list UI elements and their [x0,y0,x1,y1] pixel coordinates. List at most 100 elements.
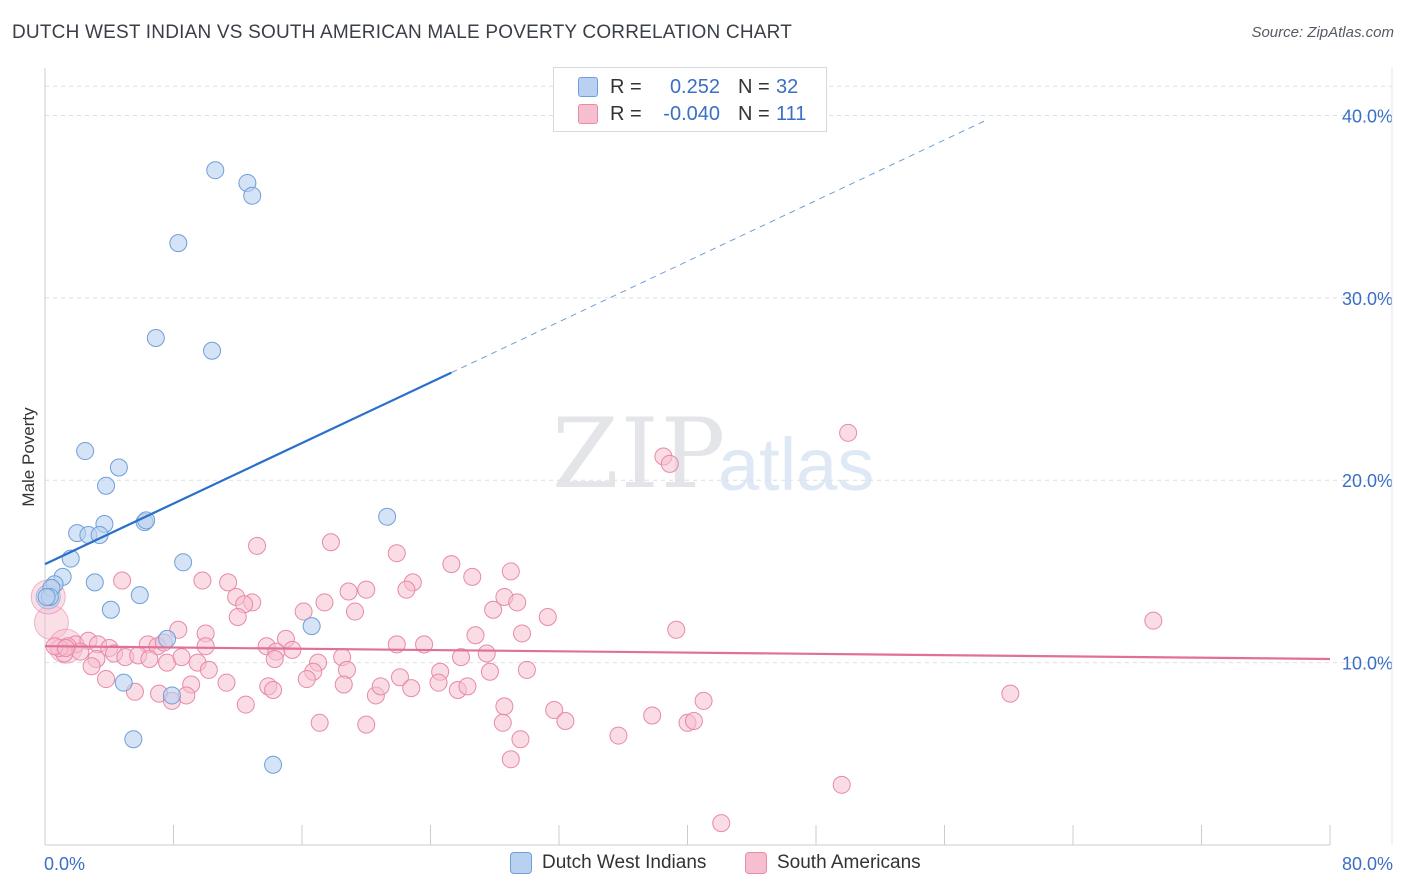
data-point-south-american [466,626,485,645]
data-point-south-american [442,555,461,574]
data-point-south-american [310,713,329,732]
data-point-south-american [56,639,75,658]
data-point-south-american [839,423,858,442]
data-point-dutch-west-indian [124,730,143,749]
data-point-south-american [545,701,564,720]
y-tick-label: 10.0% [1342,654,1393,674]
trendline-dutch-west-indians [44,371,452,566]
legend-label: South Americans [777,852,921,873]
legend-row-dutch-west-indians: R = 0.252 N = 32 [578,74,798,100]
legend-n-value: 111 [776,102,807,125]
data-point-south-american [477,644,496,663]
data-point-south-american [493,713,512,732]
data-point-dutch-west-indian [302,617,321,636]
data-point-south-american [513,624,532,643]
data-point-south-american [402,679,421,698]
data-point-south-american [346,602,365,621]
data-point-south-american [82,657,101,676]
legend-r-value: -0.040 [663,102,720,125]
data-point-dutch-west-indian [97,476,116,495]
trendline-dutch-west-indians-extension [451,120,985,374]
data-point-south-american [660,454,679,473]
data-point-south-american [517,660,536,679]
data-point-dutch-west-indian [158,629,177,648]
data-point-south-american [315,593,334,612]
legend-label: Dutch West Indians [542,852,707,873]
data-point-south-american [371,677,390,696]
data-point-dutch-west-indian [264,755,283,774]
y-tick-label: 20.0% [1342,471,1393,491]
data-point-south-american [248,536,267,555]
legend-r-label: R = [610,102,642,125]
data-point-south-american [337,660,356,679]
data-point-dutch-west-indian [130,586,149,605]
data-point-south-american [495,697,514,716]
legend-n-label: N = [738,102,770,125]
data-point-south-american [501,562,520,581]
data-point-south-american [643,706,662,725]
data-point-south-american [508,593,527,612]
data-point-south-american [452,648,471,667]
data-point-south-american [236,695,255,714]
data-point-south-american [172,648,191,667]
legend-n-label: N = [738,75,770,98]
legend-item-dutch-west-indians: Dutch West Indians [510,852,706,874]
data-point-dutch-west-indian [378,507,397,526]
data-point-south-american [538,608,557,627]
data-point-dutch-west-indian [109,458,128,477]
data-point-south-american [684,711,703,730]
data-point-south-american [196,637,215,656]
correlation-legend: R = 0.252 N = 32 R = -0.040 N = 111 [553,67,827,132]
data-point-south-american [387,544,406,563]
y-tick-label: 40.0% [1342,106,1393,126]
y-axis-title: Male Poverty [19,407,38,507]
data-point-south-american [832,775,851,794]
legend-swatch-blue [510,852,532,874]
x-tick-label: 0.0% [44,854,85,874]
chart-title: DUTCH WEST INDIAN VS SOUTH AMERICAN MALE… [12,22,793,43]
data-point-south-american [609,726,628,745]
data-point-south-american [415,635,434,654]
data-point-south-american [458,677,477,696]
data-point-south-american [397,580,416,599]
data-point-dutch-west-indian [146,328,165,347]
data-point-south-american [694,691,713,710]
legend-row-south-americans: R = -0.040 N = 111 [578,101,806,127]
data-point-dutch-west-indian [114,673,133,692]
data-point-south-american [199,660,218,679]
data-point-south-american [1001,684,1020,703]
data-point-south-american [501,750,520,769]
data-point-dutch-west-indian [162,686,181,705]
legend-swatch-pink [578,104,598,124]
data-point-dutch-west-indian [76,442,95,461]
data-point-south-american [463,567,482,586]
legend-r-label: R = [610,75,642,98]
data-point-south-american [217,673,236,692]
data-point-south-american [228,608,247,627]
legend-n-value: 32 [776,75,799,98]
data-point-dutch-west-indian [203,341,222,360]
legend-item-south-americans: South Americans [745,852,921,874]
data-point-south-american [334,675,353,694]
data-point-south-american [390,668,409,687]
data-point-dutch-west-indian [101,600,120,619]
data-point-south-american [283,640,302,659]
data-point-south-american [1144,611,1163,630]
data-point-south-american [480,662,499,681]
legend-swatch-pink [745,852,767,874]
x-tick-label: 80.0% [1342,854,1393,874]
data-point-south-american [712,814,731,833]
data-point-south-american [265,649,284,668]
legend-r-value: 0.252 [669,75,720,98]
y-tick-label: 30.0% [1342,289,1393,309]
data-point-south-american [97,670,116,689]
data-point-dutch-west-indian [243,186,262,205]
data-point-south-american [294,602,313,621]
data-point-south-american [321,533,340,552]
data-point-south-american [667,620,686,639]
data-point-south-american [264,680,283,699]
data-point-dutch-west-indian [37,587,56,606]
data-point-dutch-west-indian [206,161,225,180]
watermark-zip: ZIP [552,398,728,510]
legend-swatch-blue [578,77,598,97]
